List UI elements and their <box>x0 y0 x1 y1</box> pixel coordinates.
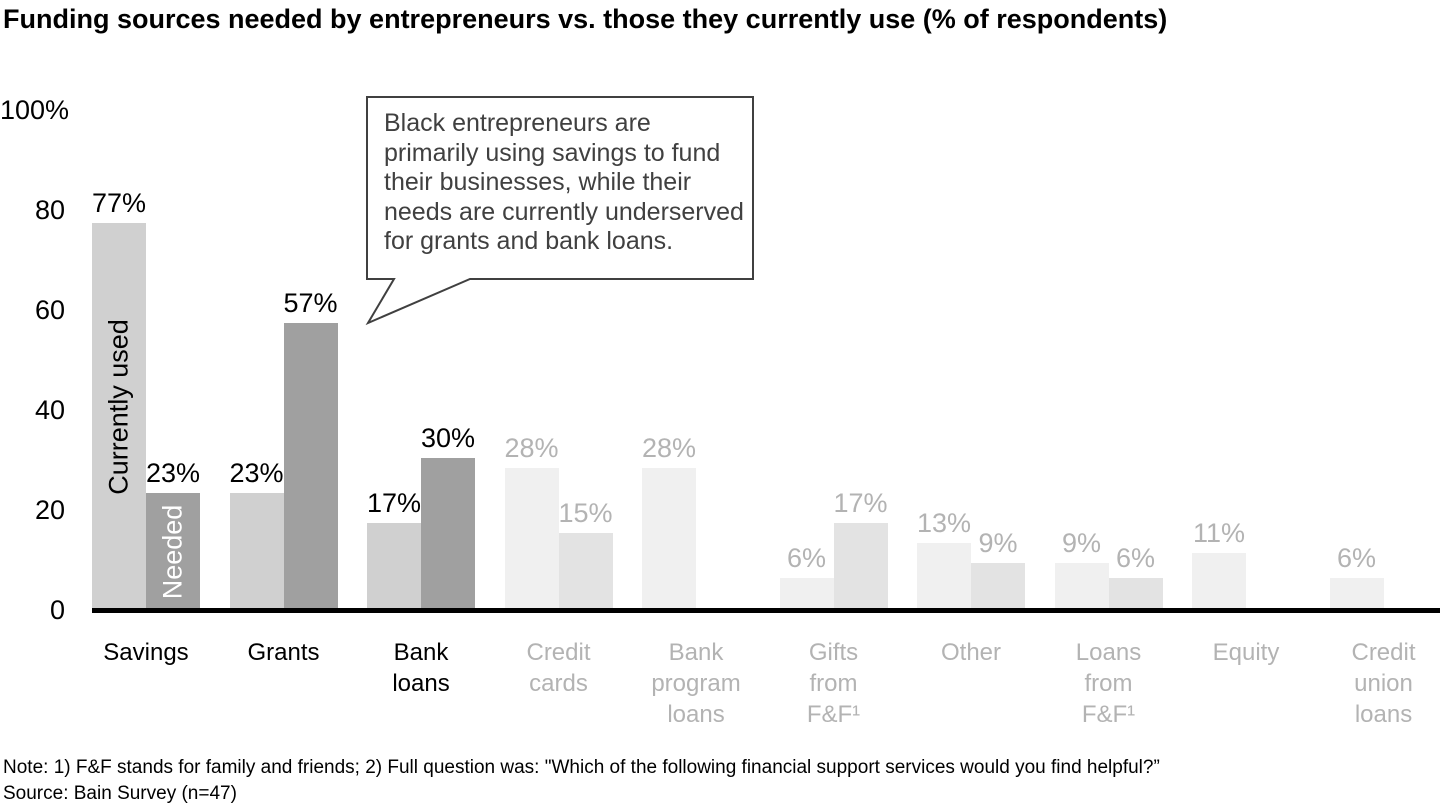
bar-bank-program-loans-currently-used <box>642 468 696 608</box>
callout-text: Black entrepreneurs are primarily using … <box>384 109 744 255</box>
bar-gifts-from-f-f-currently-used <box>779 578 834 608</box>
category-label-loans-from-f-f: Loans from F&F¹ <box>1075 639 1142 728</box>
footnote-source: Source: Bain Survey (n=47) <box>3 783 237 804</box>
y-tick-20: 20 <box>34 495 65 525</box>
category-label-credit-cards: Credit cards <box>526 639 591 697</box>
bar-savings-needed <box>146 493 200 608</box>
category-label-savings: Savings <box>103 639 189 666</box>
category-label-other: Other <box>940 639 1002 666</box>
footnote-note: Note: 1) F&F stands for family and frien… <box>3 757 1160 778</box>
bar-bank-loans-needed <box>421 458 475 608</box>
category-label-grants: Grants <box>247 639 320 666</box>
chart-title: Funding sources needed by entrepreneurs … <box>3 4 1168 34</box>
value-label-credit-union-loans-currently-used: 6% <box>1336 543 1377 573</box>
value-label-grants-needed: 57% <box>283 288 338 318</box>
bar-gifts-from-f-f-needed <box>833 523 888 608</box>
value-label-gifts-from-f-f-currently-used: 6% <box>786 543 827 573</box>
y-tick-40: 40 <box>34 395 65 425</box>
value-label-other-currently-used: 13% <box>916 508 972 538</box>
bar-loans-from-f-f-needed <box>1108 578 1163 608</box>
legend-needed: Needed <box>157 504 188 600</box>
value-label-bank-loans-currently-used: 17% <box>366 488 422 518</box>
value-label-savings-needed: 23% <box>145 458 201 488</box>
category-label-gifts-from-f-f: Gifts from F&F¹ <box>806 639 861 728</box>
y-tick-0: 0 <box>49 595 65 625</box>
y-tick-80: 80 <box>34 195 65 225</box>
category-label-bank-loans: Bank loans <box>392 639 450 697</box>
category-label-equity: Equity <box>1212 639 1280 666</box>
value-label-other-needed: 9% <box>978 528 1018 558</box>
value-label-credit-cards-needed: 15% <box>558 498 613 528</box>
value-label-bank-loans-needed: 30% <box>420 423 476 453</box>
x-axis-line <box>92 608 1440 613</box>
y-tick-60: 60 <box>34 295 65 325</box>
bar-other-currently-used <box>917 543 971 608</box>
y-tick-100: 100% <box>0 95 70 125</box>
value-label-loans-from-f-f-needed: 6% <box>1115 543 1156 573</box>
bar-savings-currently-used <box>92 223 146 608</box>
legend-currently-used: Currently used <box>103 319 134 495</box>
bar-loans-from-f-f-currently-used <box>1054 563 1109 608</box>
bar-grants-currently-used <box>229 493 284 608</box>
footnote-block: Note: 1) F&F stands for family and frien… <box>3 755 1160 807</box>
bar-bank-loans-currently-used <box>367 523 421 608</box>
bar-other-needed <box>971 563 1025 608</box>
category-label-bank-program-loans: Bank program loans <box>651 639 741 728</box>
category-label-credit-union-loans: Credit union loans <box>1351 639 1416 728</box>
callout-bubble <box>365 96 754 326</box>
bar-credit-cards-currently-used <box>504 468 559 608</box>
value-label-loans-from-f-f-currently-used: 9% <box>1061 528 1102 558</box>
bar-credit-cards-needed <box>558 533 613 608</box>
bar-equity-currently-used <box>1192 553 1246 608</box>
value-label-credit-cards-currently-used: 28% <box>504 433 559 463</box>
value-label-grants-currently-used: 23% <box>229 458 284 488</box>
bar-grants-needed <box>283 323 338 608</box>
value-label-gifts-from-f-f-needed: 17% <box>833 488 888 518</box>
value-label-savings-currently-used: 77% <box>91 188 147 218</box>
bar-chart: Black entrepreneurs are primarily using … <box>0 95 1440 728</box>
value-label-equity-currently-used: 11% <box>1192 518 1246 548</box>
value-label-bank-program-loans-currently-used: 28% <box>641 433 697 463</box>
bar-credit-union-loans-currently-used <box>1329 578 1384 608</box>
